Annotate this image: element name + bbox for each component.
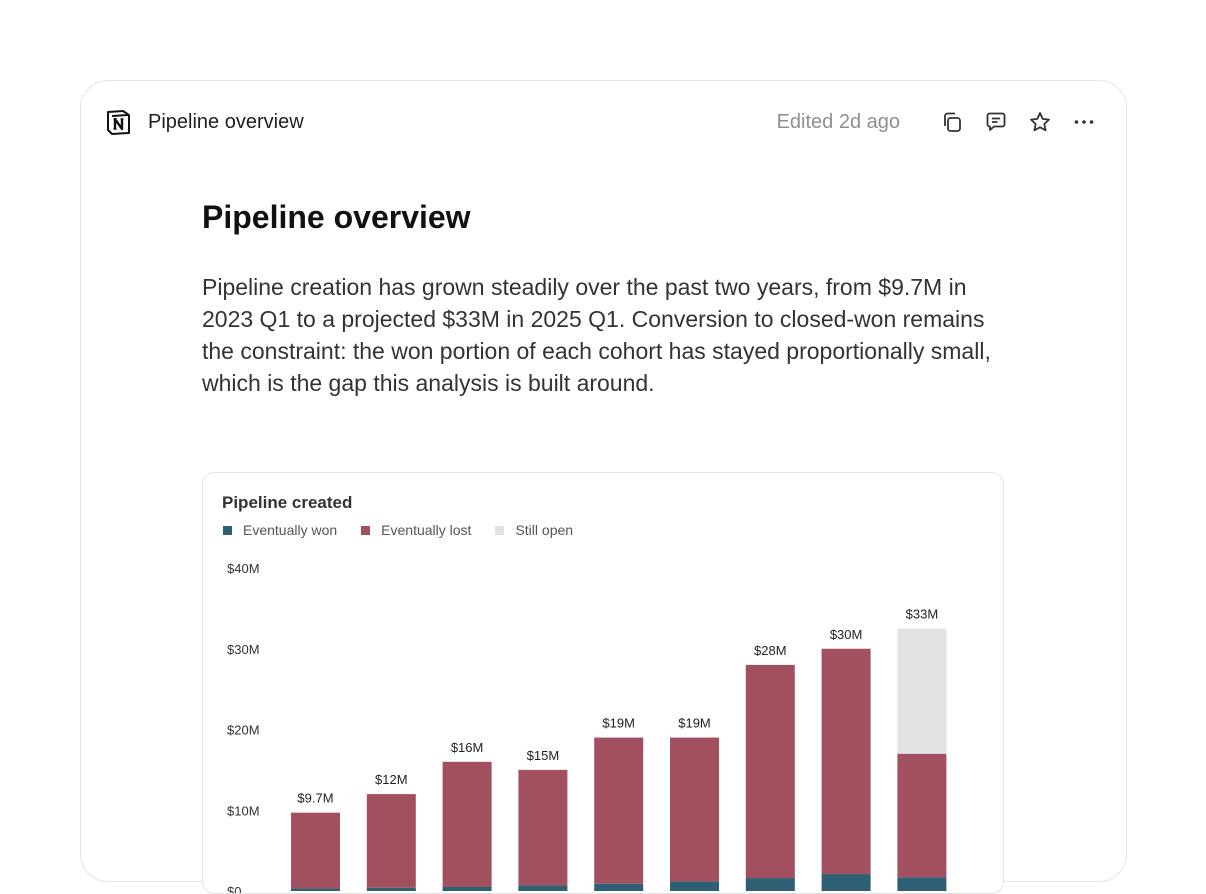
- page-card: Pipeline overview Edited 2d ago Pip: [80, 80, 1127, 894]
- breadcrumb-title[interactable]: Pipeline overview: [148, 110, 304, 133]
- bar-segment-won: [821, 874, 871, 891]
- bar-segment-won: [897, 877, 947, 891]
- bar-total-label: $12M: [375, 772, 408, 787]
- y-tick-label: $30M: [227, 642, 260, 657]
- bar-segment-won: [366, 887, 416, 891]
- bar-total-label: $15M: [527, 748, 560, 763]
- edited-timestamp[interactable]: Edited 2d ago: [776, 110, 900, 133]
- legend-swatch-lost: [361, 525, 371, 535]
- bar-segment-won: [594, 883, 644, 891]
- y-tick-label: $0: [227, 884, 241, 893]
- legend-swatch-open: [495, 525, 505, 535]
- page-paragraph[interactable]: Pipeline creation has grown steadily ove…: [202, 274, 991, 396]
- bar-segment-lost: [670, 737, 719, 882]
- bar-segment-won: [670, 881, 719, 891]
- bar-segment-lost: [518, 769, 568, 886]
- chart-title: Pipeline created: [222, 493, 353, 512]
- comment-icon[interactable]: [978, 104, 1014, 140]
- legend-label-won: Eventually won: [243, 522, 338, 538]
- chart-card: $0 $10M $20M $30M $40M $9.7M $12M $16M $15M $19M $…: [202, 472, 1004, 894]
- bar-segment-won: [518, 885, 568, 891]
- top-bar: Pipeline overview Edited 2d ago: [103, 105, 1102, 139]
- legend-item-lost: Eventually lost: [361, 522, 471, 538]
- bar-segment-lost: [897, 753, 947, 878]
- bar-total-label: $28M: [754, 643, 787, 658]
- bar-total-label: $19M: [678, 716, 711, 731]
- bar-segment-lost: [442, 761, 492, 887]
- notion-logo-icon[interactable]: [103, 107, 133, 137]
- y-tick-label: $20M: [227, 723, 260, 738]
- y-tick-label: $40M: [227, 561, 260, 576]
- bar-segment-won: [442, 886, 492, 891]
- bar-segment-lost: [594, 737, 644, 884]
- legend-label-lost: Eventually lost: [381, 522, 472, 538]
- bar-total-label: $9.7M: [297, 791, 333, 806]
- legend-label-open: Still open: [515, 522, 574, 538]
- bar-total-label: $30M: [830, 627, 863, 642]
- bar-total-label: $19M: [602, 716, 635, 731]
- duplicate-icon[interactable]: [934, 104, 970, 140]
- bar-segment-won: [745, 878, 795, 891]
- y-tick-label: $10M: [227, 803, 260, 818]
- legend-item-open: Still open: [495, 522, 573, 538]
- bar-segment-lost: [821, 648, 871, 875]
- star-icon[interactable]: [1022, 104, 1058, 140]
- page-title[interactable]: Pipeline overview: [202, 199, 471, 235]
- bar-segment-lost: [291, 812, 340, 889]
- legend-item-won: Eventually won: [223, 522, 337, 538]
- bar-total-label: $16M: [451, 740, 484, 755]
- bar-segment-lost: [366, 794, 416, 888]
- legend-swatch-won: [223, 525, 232, 535]
- chart-legend: Eventually won Eventually lost Still ope…: [223, 522, 573, 538]
- more-icon[interactable]: [1066, 104, 1102, 140]
- bar-total-label: $33M: [906, 607, 939, 622]
- bar-segment-won: [291, 888, 340, 891]
- bar-segment-open: [897, 628, 947, 754]
- bar-segment-lost: [745, 664, 795, 879]
